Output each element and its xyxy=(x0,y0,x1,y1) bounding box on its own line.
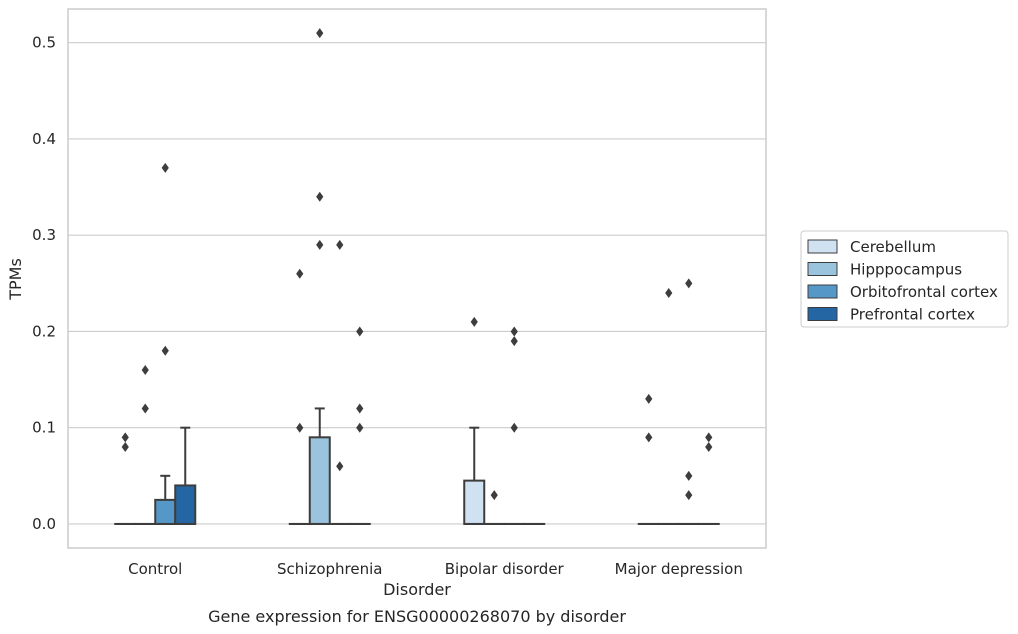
outlier-point xyxy=(685,278,693,289)
y-tick-label: 0.4 xyxy=(32,130,56,148)
y-tick-label: 0.2 xyxy=(32,322,56,340)
x-tick-label: Schizophrenia xyxy=(277,560,382,578)
box-body xyxy=(174,484,197,525)
y-axis-label: TPMs xyxy=(6,258,25,301)
outlier-point xyxy=(141,364,149,375)
box-cerebellum-1 xyxy=(288,268,311,525)
legend-frame xyxy=(800,230,1009,328)
box-orbitofrontal-cortex-2 xyxy=(503,326,526,525)
box-prefrontal-cortex-1 xyxy=(348,326,371,525)
outlier-point xyxy=(705,441,713,452)
outlier-point xyxy=(510,326,518,337)
outlier-point xyxy=(510,336,518,347)
outlier-point xyxy=(705,432,713,443)
y-tick-label: 0.0 xyxy=(32,515,56,533)
box-orbitofrontal-cortex-3 xyxy=(677,278,700,525)
box-orbitofrontal-cortex-0 xyxy=(154,162,177,525)
plot-area xyxy=(114,28,720,525)
outlier-point xyxy=(296,268,304,279)
gridlines xyxy=(68,42,766,525)
outlier-point xyxy=(296,422,304,433)
box-cerebellum-0 xyxy=(114,432,137,525)
outlier-point xyxy=(121,432,129,443)
legend-label: Prefrontal cortex xyxy=(850,306,975,324)
legend-swatch xyxy=(807,307,838,321)
outlier-point xyxy=(336,239,344,250)
legend-label: Orbitofrontal cortex xyxy=(850,283,998,301)
box-hipppocampus-3 xyxy=(657,287,680,525)
y-tick-label: 0.5 xyxy=(32,34,56,52)
x-axis-ticks: Control Schizophrenia Bipolar disorder Majo… xyxy=(128,560,743,578)
outlier-point xyxy=(685,490,693,501)
outlier-point xyxy=(490,490,498,501)
legend-swatch xyxy=(807,284,838,299)
outlier-point xyxy=(356,326,364,337)
x-tick-label: Bipolar disorder xyxy=(445,560,565,578)
outlier-point xyxy=(316,239,324,250)
outlier-point xyxy=(316,28,324,39)
chart-caption: Gene expression for ENSG00000268070 by d… xyxy=(208,607,626,626)
box-prefrontal-cortex-0 xyxy=(174,426,197,525)
outlier-point xyxy=(470,316,478,327)
box-cerebellum-3 xyxy=(637,393,660,525)
outlier-point xyxy=(316,191,324,202)
box-prefrontal-cortex-3 xyxy=(697,432,720,525)
outlier-point xyxy=(685,470,693,481)
box-hipppocampus-1 xyxy=(308,28,331,525)
x-axis-label: Disorder xyxy=(383,580,451,599)
box-body xyxy=(308,436,331,525)
legend-label: Hipppocampus xyxy=(850,261,962,279)
outlier-point xyxy=(356,422,364,433)
legend-swatch xyxy=(807,262,838,276)
x-tick-label: Control xyxy=(128,560,182,578)
outlier-point xyxy=(665,287,673,298)
outlier-point xyxy=(161,345,169,356)
y-tick-label: 0.3 xyxy=(32,226,56,244)
box-body xyxy=(154,498,177,525)
outlier-point xyxy=(510,422,518,433)
legend: Cerebellum Hipppocampus Orbitofrontal cort… xyxy=(800,230,1009,328)
box-cerebellum-2 xyxy=(463,316,486,525)
box-hipppocampus-0 xyxy=(134,364,157,525)
outlier-point xyxy=(336,461,344,472)
y-tick-label: 0.1 xyxy=(32,419,56,437)
y-axis-ticks: 0.0 0.1 0.2 0.3 0.4 0.5 xyxy=(32,34,56,533)
outlier-point xyxy=(161,162,169,173)
box-hipppocampus-2 xyxy=(483,490,506,525)
outlier-point xyxy=(356,403,364,414)
outlier-point xyxy=(645,432,653,443)
plot-frame xyxy=(67,8,767,549)
legend-label: Cerebellum xyxy=(850,238,936,256)
outlier-point xyxy=(121,441,129,452)
outlier-point xyxy=(645,393,653,404)
outlier-point xyxy=(141,403,149,414)
box-orbitofrontal-cortex-1 xyxy=(328,239,351,525)
legend-swatch xyxy=(807,239,838,254)
box-body xyxy=(463,479,486,525)
x-tick-label: Major depression xyxy=(615,560,743,578)
